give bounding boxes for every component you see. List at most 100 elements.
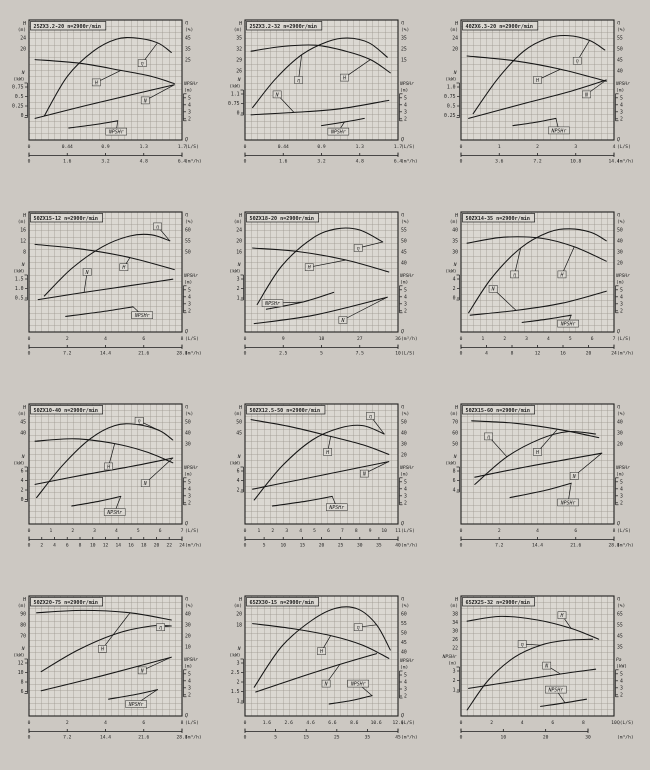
x-scale2-tick: 0 (244, 159, 247, 165)
x-scale1-tick: 8 (181, 720, 184, 726)
right-bottom-tick: 4 (404, 294, 407, 300)
x-scale1-tick: 2 (71, 528, 74, 534)
left-bottom-tick: 0.5 (447, 104, 456, 110)
chart-cell-11: η H N NPSHr 65ZX30-15 n=2900r/min H (m) 20 18 N (k… (217, 576, 433, 768)
chart-title: 25ZX3.2-20 n=2900r/min (34, 24, 101, 30)
right-bracket (399, 477, 403, 506)
curve-npshr (328, 695, 373, 705)
left-bottom-tick: 1 (453, 688, 456, 694)
x-scale1-tick: 6 (327, 528, 330, 534)
chart-title-box (30, 597, 104, 607)
right-top-tick: 40 (401, 650, 407, 656)
right-bottom-axis-name: NPSHr (615, 273, 630, 279)
curve-label-n: N (85, 270, 89, 276)
curve-n (468, 79, 607, 119)
right-top-tick: 30 (185, 623, 191, 629)
right-top-tick: 40 (185, 431, 191, 437)
left-bottom-tick: 1.0 (15, 286, 24, 292)
x-scale2-tick: 35 (376, 543, 382, 549)
left-bottom-axis-name: N (237, 262, 241, 268)
right-bottom-tick: 5 (620, 479, 623, 485)
x-scale1-tick: 0.9 (101, 144, 110, 150)
curve-label-eta: η (357, 246, 360, 252)
right-bottom-tick: 4 (188, 102, 191, 108)
left-bottom-tick: 0.5 (15, 296, 24, 302)
left-bottom-tick: 1.1 (231, 92, 240, 98)
right-top-tick: 55 (617, 623, 623, 629)
curve-npshr (521, 314, 572, 323)
left-bottom-axis-unit: (kW) (229, 269, 240, 275)
curve-n (255, 653, 378, 693)
right-bottom-tick: 5 (620, 287, 623, 293)
x-scale1-tick: 1.3 (140, 144, 149, 150)
curve-label-n: N (491, 287, 495, 293)
chart-title: 50ZX20-75 n=2900r/min (34, 600, 98, 606)
left-bracket (240, 89, 244, 116)
curve-label-eta: η (357, 625, 360, 631)
x-scale1-tick: 8.6 (350, 720, 359, 726)
curve-label-npshr: NPSHr (330, 130, 346, 136)
chart-cell-5: η H N NPSHr 50ZX18-20 n=2900r/min H (m) 24 20 16 N… (217, 192, 433, 384)
right-bracket (615, 93, 619, 122)
x-scale2-tick: 0 (460, 735, 463, 741)
x-scale1-tick: 1.6 (263, 720, 272, 726)
x-scale1-tick: 1 (49, 528, 52, 534)
curve-label-box-eta (572, 57, 582, 65)
right-bottom-tick: 3 (620, 301, 623, 307)
left-bottom-tick: 2 (237, 286, 240, 292)
x-scale1-tick: 6.6 (328, 720, 337, 726)
right-top-axis-name: η (185, 212, 188, 218)
curve-label-box-npshr (125, 700, 147, 708)
right-top-tick: 35 (185, 47, 191, 53)
right-bracket (615, 285, 619, 314)
right-bracket (183, 669, 187, 698)
curve-label-box-eta (353, 244, 363, 252)
left-bracket (456, 466, 460, 493)
x-scale2-tick: 3.2 (317, 159, 326, 165)
right-bottom-tick: 5 (404, 95, 407, 101)
left-top-tick: 29 (236, 58, 242, 64)
x-scale1-tick: 3 (285, 528, 288, 534)
curve-label-h: H (342, 76, 346, 82)
left-bracket (456, 274, 460, 301)
x-scale2-tick: 8 (511, 351, 514, 357)
chart-title-box (30, 213, 104, 223)
curve-h (252, 247, 390, 273)
right-bottom-tick: 4 (620, 678, 623, 684)
left-top-tick: 8 (23, 250, 26, 256)
q-axis-label: Q (401, 329, 404, 335)
right-bottom-axis-name: NPSHr (399, 658, 414, 664)
curve-h (252, 623, 390, 659)
curve-label-box-npshr (327, 127, 350, 136)
curve-label-n: N (362, 472, 366, 478)
grid-lines (461, 20, 614, 140)
right-top-axis-name: η (617, 404, 620, 410)
x-scale1-tick: 6 (574, 528, 577, 534)
left-bracket (24, 466, 28, 502)
curve-label-h: H (100, 647, 104, 653)
chart-title-box (462, 213, 536, 223)
curve-label-eta: η (138, 419, 141, 425)
left-bottom-tick: 2 (453, 678, 456, 684)
right-top-axis-name: η (401, 404, 404, 410)
x-scale1-tick: 8 (181, 336, 184, 342)
x-scale2-tick: 12 (535, 351, 541, 357)
left-bottom-tick: 2 (453, 286, 456, 292)
left-bottom-tick: 2 (237, 680, 240, 686)
x-scale1-tick: 0.9 (317, 144, 326, 150)
x-scale2-ruler (460, 344, 615, 349)
x-scale1-tick: 10 (611, 720, 617, 726)
left-bottom-axis-name: N (237, 646, 241, 652)
x-scale1-tick: 8 (613, 528, 616, 534)
left-top-axis-name: H (454, 213, 459, 219)
right-bottom-tick: 5 (188, 671, 191, 677)
x-scale1-tick: 4.6 (306, 720, 315, 726)
left-bottom-axis-unit: (m) (448, 661, 456, 667)
chart-cell-7: η H N NPSHr 50ZX10-40 n=2900r/min H (m) 45 40 N (k… (1, 384, 217, 576)
curve-h (471, 420, 600, 439)
x-scale1-unit: Q(L/S) (617, 720, 634, 726)
right-top-axis-name: η (401, 212, 404, 218)
curve-label-h: H (560, 272, 564, 278)
